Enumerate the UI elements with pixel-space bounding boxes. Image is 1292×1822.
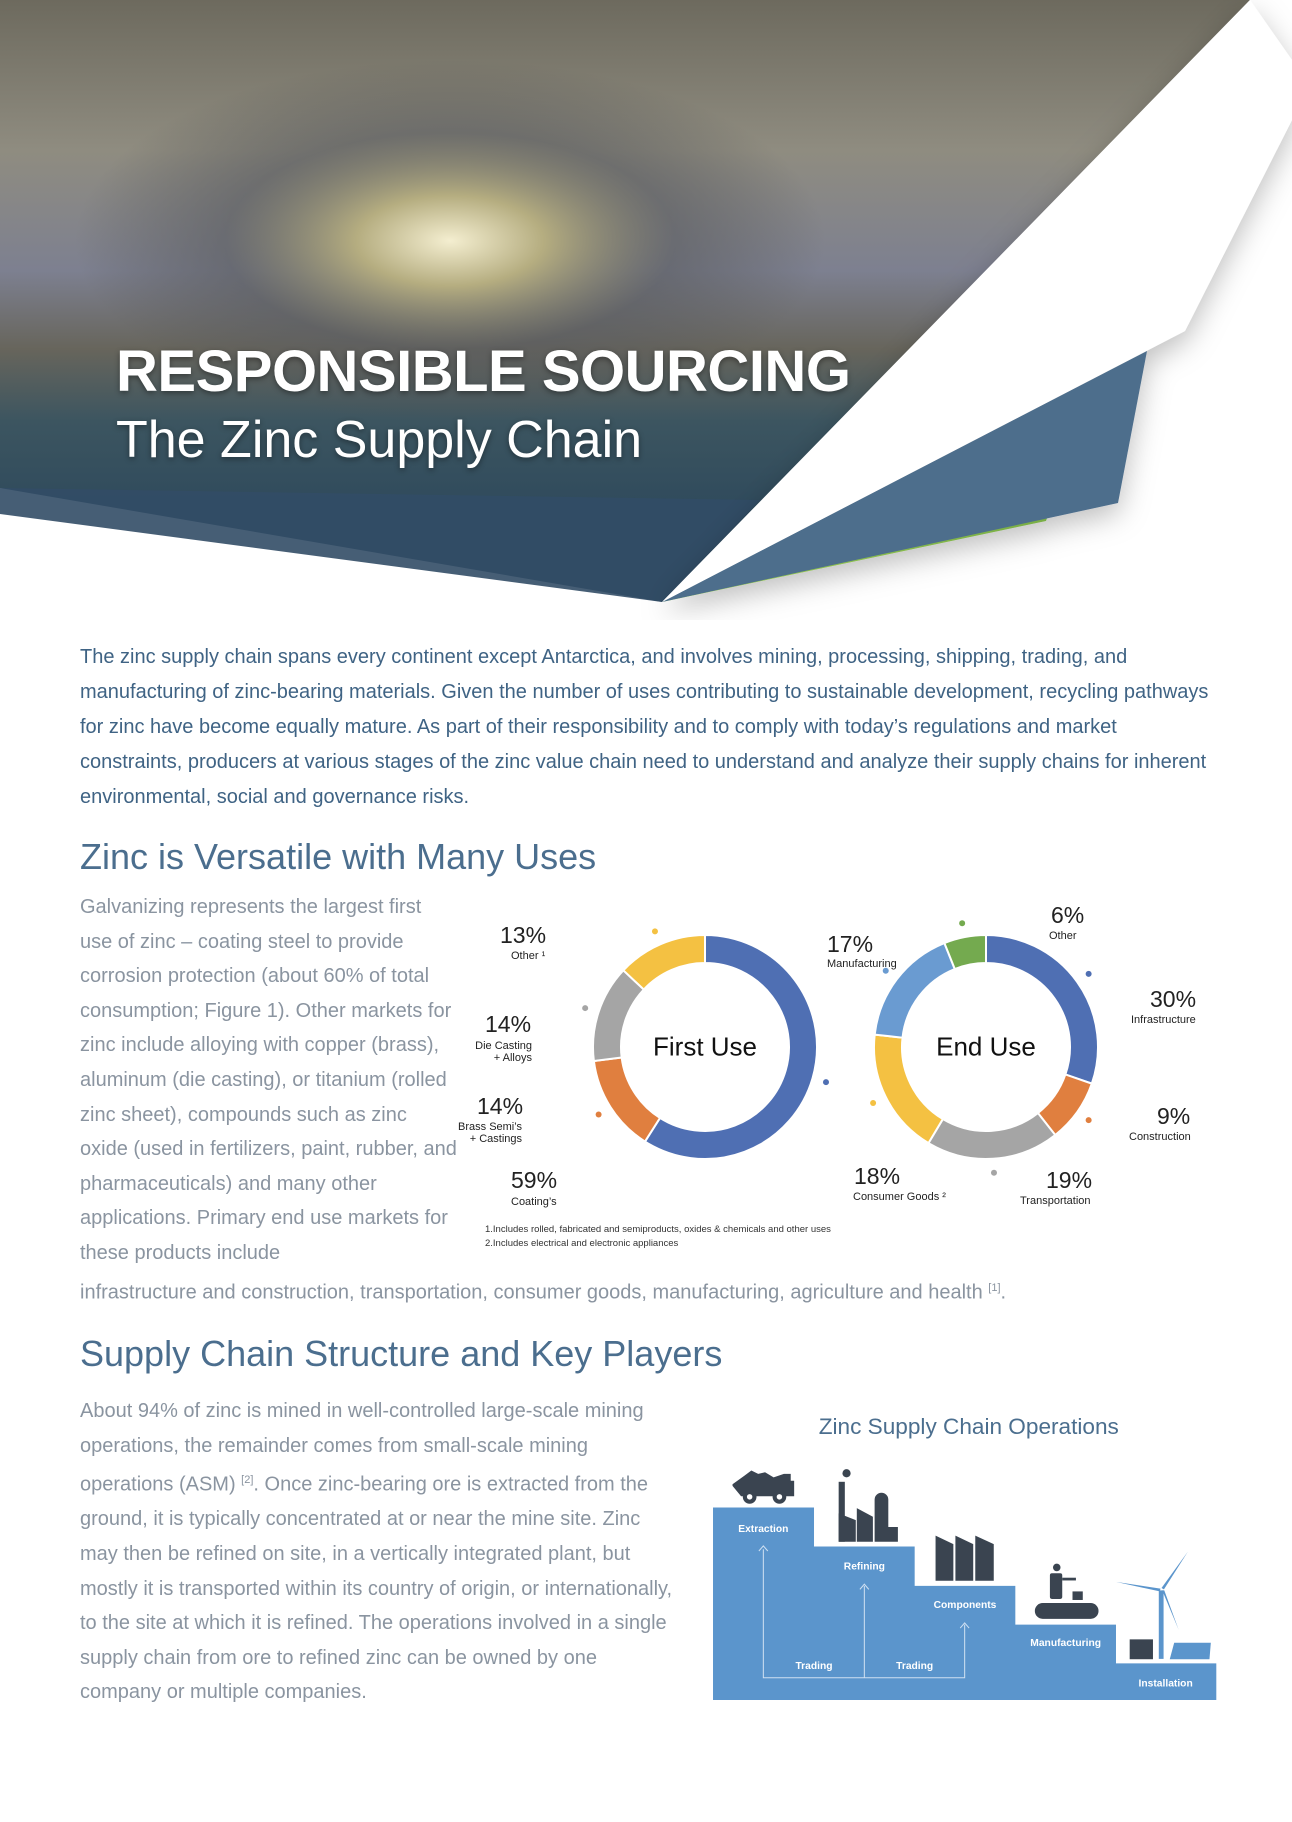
data-label: 14% xyxy=(477,1093,524,1119)
legend-label: Manufacturing xyxy=(827,958,897,970)
data-label: 18% xyxy=(854,1163,901,1189)
leader-dot xyxy=(1085,970,1092,977)
leader-dot xyxy=(822,1079,829,1086)
factory-icon xyxy=(935,1535,994,1581)
donut-slice-first-2 xyxy=(592,968,646,1063)
step-manufacturing: Manufacturing xyxy=(1030,1638,1101,1649)
page-curl xyxy=(662,0,1292,602)
donut-slice-end-3 xyxy=(873,1033,945,1145)
data-label: 19% xyxy=(1046,1167,1093,1193)
trading-label: Trading xyxy=(896,1661,933,1672)
supply-chain-diagram: Zinc Supply Chain Operations Extraction … xyxy=(713,1414,1217,1700)
mining-truck-icon xyxy=(732,1470,795,1504)
citation-1[interactable]: [1] xyxy=(988,1282,1001,1294)
legend-label: Consumer Goods ² xyxy=(853,1191,946,1203)
legend-label: Brass Semi’s + Castings xyxy=(458,1121,522,1145)
uses-heading: Zinc is Versatile with Many Uses xyxy=(80,836,597,877)
data-label: 14% xyxy=(485,1011,532,1037)
data-label: 6% xyxy=(1051,902,1085,928)
legend-label: Other ¹ xyxy=(511,950,546,962)
supply-paragraph: About 94% of zinc is mined in well-contr… xyxy=(80,1400,673,1704)
footnote-2: 2.Includes electrical and electronic app… xyxy=(485,1238,679,1249)
diagram-title: Zinc Supply Chain Operations xyxy=(819,1414,1119,1439)
uses-paragraph: Galvanizing represents the largest first… xyxy=(80,896,457,1264)
donut-slice-end-5 xyxy=(943,933,987,971)
data-label: 9% xyxy=(1157,1103,1191,1129)
legend-label: Transportation xyxy=(1020,1195,1091,1207)
donut-slice-first-1 xyxy=(592,1056,662,1143)
leader-dot xyxy=(870,1099,877,1106)
blue-stripe xyxy=(662,351,1147,602)
legend-label: Construction xyxy=(1129,1131,1191,1143)
page-subtitle: The Zinc Supply Chain xyxy=(116,411,643,469)
data-label: 59% xyxy=(511,1167,558,1193)
supply-heading: Supply Chain Structure and Key Players xyxy=(80,1333,723,1374)
uses-paragraph-end: infrastructure and construction, transpo… xyxy=(80,1281,1007,1304)
footnote-1: 1.Includes rolled, fabricated and semipr… xyxy=(485,1224,831,1235)
page-title: RESPONSIBLE SOURCING xyxy=(116,339,851,404)
data-label: 30% xyxy=(1150,986,1197,1012)
legend-label: Coating’s xyxy=(511,1196,557,1208)
refinery-icon xyxy=(838,1469,898,1542)
legend-label: Die Casting + Alloys xyxy=(475,1040,532,1064)
citation-2[interactable]: [2] xyxy=(241,1474,254,1487)
donut-slice-end-2 xyxy=(927,1111,1057,1160)
step-extraction: Extraction xyxy=(738,1524,788,1535)
end-use-title: End Use xyxy=(936,1031,1036,1062)
leader-dot xyxy=(959,920,966,927)
legend-label: Other xyxy=(1049,930,1077,942)
donut-slice-first-3 xyxy=(621,933,706,991)
intro-paragraph: The zinc supply chain spans every contin… xyxy=(80,646,1209,808)
conveyor-worker-icon xyxy=(1034,1563,1099,1619)
data-label: 17% xyxy=(827,931,874,957)
donut-slice-end-1 xyxy=(1036,1073,1094,1137)
steps-shape xyxy=(713,1507,1217,1700)
leader-dot xyxy=(595,1111,602,1118)
step-refining: Refining xyxy=(844,1561,885,1572)
leader-dot xyxy=(582,1005,589,1012)
step-installation: Installation xyxy=(1139,1679,1193,1690)
hero-banner xyxy=(0,0,1292,602)
wind-solar-icon xyxy=(1115,1551,1211,1660)
step-components: Components xyxy=(934,1600,997,1611)
data-label: 13% xyxy=(500,922,547,948)
first-use-title: First Use xyxy=(653,1031,757,1062)
leader-dot xyxy=(651,928,658,935)
leader-dot xyxy=(990,1169,997,1176)
legend-label: Infrastructure xyxy=(1131,1014,1196,1026)
leader-dot xyxy=(1085,1117,1092,1124)
trading-label: Trading xyxy=(795,1661,832,1672)
